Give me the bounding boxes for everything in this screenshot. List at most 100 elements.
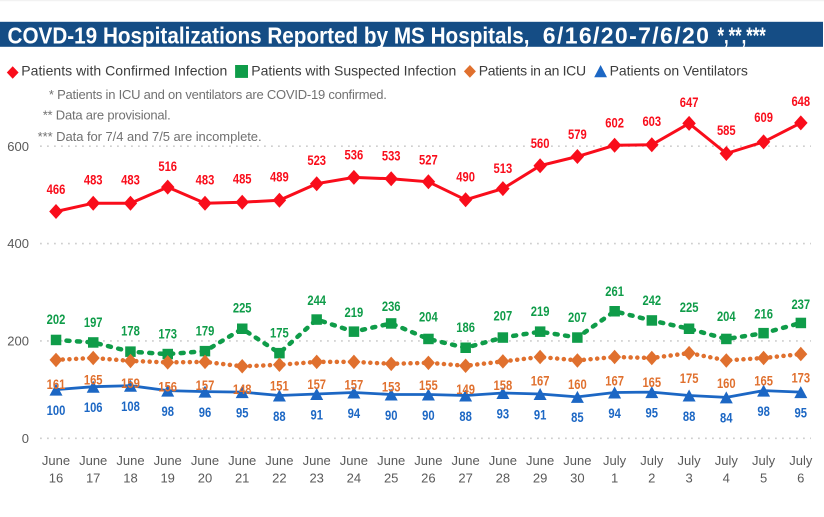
svg-text:242: 242	[642, 292, 661, 308]
svg-text:28: 28	[496, 470, 510, 485]
svg-text:94: 94	[608, 405, 621, 421]
svg-text:157: 157	[196, 377, 215, 393]
svg-text:June: June	[489, 453, 517, 468]
svg-text:483: 483	[196, 172, 215, 188]
svg-text:179: 179	[196, 323, 215, 339]
svg-text:159: 159	[121, 375, 140, 391]
svg-text:197: 197	[84, 314, 103, 330]
svg-text:94: 94	[348, 405, 361, 421]
svg-text:155: 155	[419, 377, 438, 393]
svg-text:98: 98	[757, 403, 770, 419]
svg-text:153: 153	[382, 378, 401, 394]
svg-text:186: 186	[456, 319, 475, 335]
svg-text:June: June	[154, 453, 182, 468]
svg-text:29: 29	[533, 470, 547, 485]
svg-text:18: 18	[123, 470, 137, 485]
svg-text:July: July	[752, 453, 776, 468]
svg-text:85: 85	[571, 409, 584, 425]
svg-text:June: June	[451, 453, 479, 468]
svg-text:17: 17	[86, 470, 100, 485]
svg-text:216: 216	[754, 306, 773, 322]
svg-text:*** Data for 7/4 and 7/5 are i: *** Data for 7/4 and 7/5 are incomplete.	[38, 129, 262, 144]
svg-text:5: 5	[760, 470, 767, 485]
svg-text:158: 158	[494, 377, 513, 393]
svg-text:6/16/20-7/6/20: 6/16/20-7/6/20	[543, 22, 709, 48]
svg-text:0: 0	[22, 431, 29, 446]
svg-text:June: June	[414, 453, 442, 468]
svg-text:204: 204	[419, 309, 438, 325]
svg-text:527: 527	[419, 152, 438, 168]
svg-text:95: 95	[236, 404, 249, 420]
svg-text:160: 160	[568, 376, 587, 392]
svg-text:July: July	[603, 453, 627, 468]
svg-text:91: 91	[310, 406, 323, 422]
svg-text:16: 16	[49, 470, 63, 485]
svg-text:88: 88	[459, 408, 472, 424]
svg-text:160: 160	[717, 375, 736, 391]
svg-text:157: 157	[345, 376, 364, 392]
svg-text:*,**,***: *,**,***	[718, 22, 766, 48]
svg-text:513: 513	[494, 160, 513, 176]
svg-text:178: 178	[121, 323, 140, 339]
svg-text:579: 579	[568, 126, 587, 142]
svg-text:88: 88	[683, 408, 696, 424]
svg-text:523: 523	[307, 152, 326, 168]
svg-text:98: 98	[161, 403, 174, 419]
svg-text:Patients in an ICU: Patients in an ICU	[479, 63, 586, 79]
svg-text:148: 148	[233, 381, 252, 397]
svg-text:20: 20	[198, 470, 212, 485]
svg-text:95: 95	[646, 404, 659, 420]
svg-text:225: 225	[233, 300, 252, 316]
svg-text:167: 167	[531, 373, 550, 389]
svg-text:COVD-19 Hospitalizations Repor: COVD-19 Hospitalizations Reported by MS …	[8, 22, 530, 48]
svg-text:June: June	[116, 453, 144, 468]
svg-text:Patients with Suspected Infect: Patients with Suspected Infection	[251, 63, 456, 79]
svg-text:600: 600	[7, 139, 29, 154]
svg-text:167: 167	[605, 373, 624, 389]
svg-text:90: 90	[422, 407, 435, 423]
svg-text:23: 23	[309, 470, 323, 485]
svg-text:603: 603	[642, 113, 661, 129]
svg-text:6: 6	[797, 470, 804, 485]
svg-text:483: 483	[121, 172, 140, 188]
svg-text:156: 156	[158, 378, 177, 394]
svg-text:173: 173	[791, 369, 810, 385]
svg-text:490: 490	[456, 168, 475, 184]
svg-text:June: June	[563, 453, 591, 468]
svg-text:June: June	[228, 453, 256, 468]
svg-text:536: 536	[345, 146, 364, 162]
svg-text:June: June	[79, 453, 107, 468]
svg-text:93: 93	[497, 405, 510, 421]
svg-text:June: June	[303, 453, 331, 468]
svg-text:165: 165	[754, 373, 773, 389]
svg-text:June: June	[191, 453, 219, 468]
svg-text:25: 25	[384, 470, 398, 485]
svg-text:84: 84	[720, 410, 733, 426]
svg-text:106: 106	[84, 399, 103, 415]
svg-text:3: 3	[685, 470, 692, 485]
svg-text:647: 647	[680, 94, 699, 110]
svg-text:400: 400	[7, 236, 29, 251]
svg-text:244: 244	[307, 292, 326, 308]
svg-text:237: 237	[791, 296, 810, 312]
svg-text:202: 202	[47, 311, 66, 327]
svg-text:489: 489	[270, 168, 289, 184]
svg-text:96: 96	[199, 404, 212, 420]
svg-text:June: June	[42, 453, 70, 468]
svg-text:27: 27	[458, 470, 472, 485]
svg-text:21: 21	[235, 470, 249, 485]
svg-text:88: 88	[273, 408, 286, 424]
svg-text:July: July	[789, 453, 813, 468]
svg-text:157: 157	[307, 376, 326, 392]
svg-text:90: 90	[385, 407, 398, 423]
svg-text:91: 91	[534, 406, 547, 422]
svg-text:July: July	[640, 453, 664, 468]
svg-text:95: 95	[795, 404, 808, 420]
svg-text:Patients with Confirmed Infect: Patients with Confirmed Infection	[21, 63, 227, 79]
svg-text:165: 165	[84, 372, 103, 388]
svg-text:June: June	[526, 453, 554, 468]
svg-text:483: 483	[84, 172, 103, 188]
svg-text:485: 485	[233, 171, 252, 187]
svg-text:219: 219	[345, 304, 364, 320]
svg-text:June: June	[265, 453, 293, 468]
